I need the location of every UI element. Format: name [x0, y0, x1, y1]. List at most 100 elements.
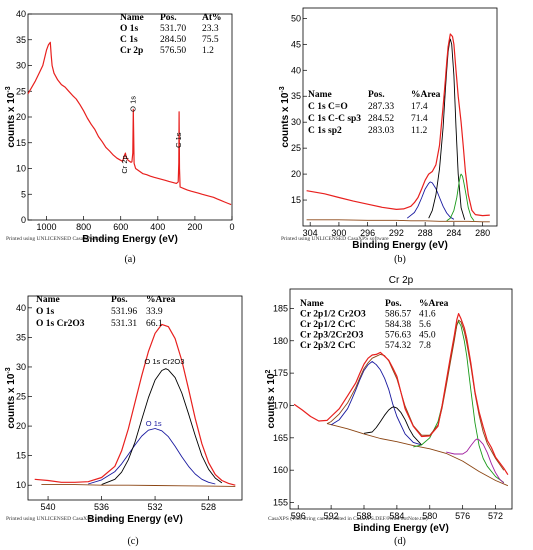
y-tick-label: 0 — [21, 215, 26, 225]
peak-table: Name Pos. %Area O 1s 531.96 33.9 O 1s Cr2O3 531… — [36, 295, 176, 329]
y-tick-label: 20 — [16, 421, 26, 431]
y-tick-label: 20 — [16, 112, 26, 122]
table-cell: C 1s — [120, 35, 138, 45]
peak-table: Name Pos. %Area C 1s C=O 287.33 17.4 C 1s C-C … — [308, 90, 441, 136]
table-cell: 574.32 — [385, 341, 411, 351]
table-cell: 45.0 — [419, 331, 436, 341]
y-tick-label: 35 — [16, 35, 26, 45]
series-line-0 — [88, 428, 216, 485]
panel-b: 304 300 296 292 288 284 280 15 20 25 30 35 40 45 50 Bin… — [279, 7, 498, 265]
x-axis-label: Binding Energy (eV) — [82, 234, 178, 245]
table-cell: 33.9 — [146, 307, 163, 317]
x-tick-label: 304 — [303, 228, 318, 238]
series-line-3 — [413, 320, 505, 483]
panel-label: (c) — [127, 536, 138, 547]
x-tick-label: 280 — [475, 228, 490, 238]
footer-note: Printed using UNLICENSED CasaXPS softwar… — [281, 235, 389, 242]
table-cell: Cr 2p1/2 CrC — [300, 320, 356, 330]
x-tick-label: 288 — [418, 228, 433, 238]
x-tick-label: 532 — [148, 502, 163, 512]
series-line-3 — [306, 219, 490, 223]
table-header-cell: Name — [308, 90, 332, 100]
footer-note: Printed using UNLICENSED CasaXPS softwar… — [6, 235, 114, 242]
y-axis-label: counts x 10-3 — [5, 367, 17, 428]
x-tick-label: 540 — [41, 502, 56, 512]
series-line-4 — [446, 438, 505, 484]
chart-title: Cr 2p — [389, 275, 414, 286]
table-cell: 283.03 — [368, 126, 394, 136]
y-tick-label: 15 — [16, 451, 26, 461]
peak-annotation: O 1s Cr2O3 — [144, 357, 184, 366]
x-tick-label: 292 — [389, 228, 404, 238]
table-header-cell: Pos. — [160, 13, 177, 23]
table-header-cell: Pos. — [111, 295, 128, 305]
footer-note: CasaXPS (This string can be edited in Ca… — [268, 515, 428, 522]
series-line-4 — [306, 33, 490, 217]
plot-frame — [302, 7, 498, 227]
table-cell: O 1s — [120, 24, 139, 34]
y-axis-label: counts x 102 — [265, 369, 277, 428]
y-tick-label: 15 — [291, 195, 301, 205]
y-tick-label: 35 — [291, 91, 301, 101]
table-cell: 586.57 — [385, 310, 411, 320]
x-axis-label: Binding Energy (eV) — [87, 514, 183, 525]
table-cell: 11.2 — [411, 126, 428, 136]
y-tick-label: 185 — [273, 303, 288, 313]
y-axis-label-text: counts x 10 — [280, 92, 291, 147]
series-line-1 — [428, 38, 466, 220]
x-tick-label: 528 — [201, 502, 216, 512]
series-line-0 — [27, 41, 232, 206]
series-line-2 — [41, 484, 236, 487]
y-tick-label: 175 — [273, 368, 288, 378]
table-cell: 287.33 — [368, 102, 394, 112]
table-cell: O 1s — [36, 307, 55, 317]
x-tick-label: 284 — [446, 228, 461, 238]
y-axis-label-exponent: -3 — [279, 86, 286, 92]
panel-a: 1000 800 600 400 200 0 0 5 10 15 20 25 30 35 40 Binding… — [5, 9, 235, 265]
x-tick-label: 584 — [389, 511, 404, 521]
table-cell: 5.6 — [419, 320, 431, 330]
panel-d: Cr 2p 596 592 588 584 580 576 572 155 160 165 170 17… — [265, 275, 513, 547]
y-tick-label: 50 — [291, 13, 301, 23]
plot-frame — [27, 295, 243, 501]
y-tick-label: 10 — [16, 164, 26, 174]
y-tick-label: 15 — [16, 138, 26, 148]
x-tick-label: 300 — [331, 228, 346, 238]
y-tick-label: 35 — [16, 332, 26, 342]
y-axis-label-text: counts x 10 — [266, 373, 277, 428]
y-tick-label: 30 — [16, 362, 26, 372]
y-tick-label: 30 — [291, 117, 301, 127]
table-cell: 584.38 — [385, 320, 411, 330]
panel-c: 540 536 532 528 10 15 20 25 30 35 40 Binding Energy… — [5, 295, 243, 547]
table-header-cell: %Area — [146, 295, 176, 305]
y-tick-label: 25 — [16, 392, 26, 402]
table-cell: 23.3 — [202, 24, 219, 34]
table-cell: Cr 2p1/2 Cr2O3 — [300, 310, 366, 320]
table-cell: C 1s C=O — [308, 102, 348, 112]
table-cell: 7.8 — [419, 341, 431, 351]
table-header-cell: Pos. — [385, 299, 402, 309]
x-tick-label: 576 — [455, 511, 470, 521]
y-axis-label-exponent: -3 — [5, 367, 12, 373]
x-tick-label: 800 — [76, 222, 91, 232]
table-cell: 66.1 — [146, 319, 163, 329]
table-cell: 576.50 — [160, 46, 186, 56]
series-line-0 — [326, 423, 509, 487]
y-tick-label: 155 — [273, 498, 288, 508]
x-tick-label: 296 — [360, 228, 375, 238]
y-tick-label: 40 — [16, 303, 26, 313]
y-tick-label: 45 — [291, 39, 301, 49]
y-axis-label: counts x 10-3 — [5, 86, 17, 147]
x-tick-label: 572 — [488, 511, 503, 521]
table-cell: 531.31 — [111, 319, 137, 329]
peak-annotation: O 1s — [129, 96, 138, 112]
table-cell: Cr 2p3/2Cr2O3 — [300, 331, 364, 341]
y-tick-label: 40 — [291, 65, 301, 75]
peak-annotation: O 1s — [146, 419, 162, 428]
table-header-cell: %Area — [411, 90, 441, 100]
table-header-cell: Name — [36, 295, 60, 305]
x-tick-label: 536 — [94, 502, 109, 512]
y-tick-label: 25 — [291, 143, 301, 153]
x-tick-label: 1000 — [37, 222, 57, 232]
